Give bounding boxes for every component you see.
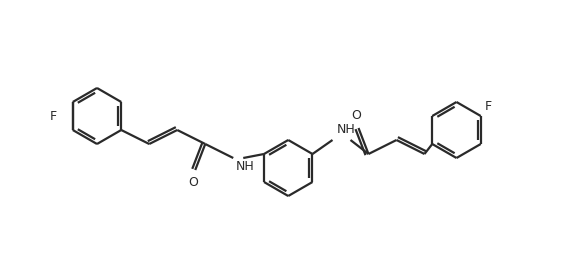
Text: F: F: [50, 109, 57, 122]
Text: O: O: [351, 109, 362, 122]
Text: NH: NH: [336, 123, 355, 136]
Text: F: F: [485, 100, 492, 113]
Text: NH: NH: [236, 160, 255, 173]
Text: O: O: [188, 176, 198, 189]
